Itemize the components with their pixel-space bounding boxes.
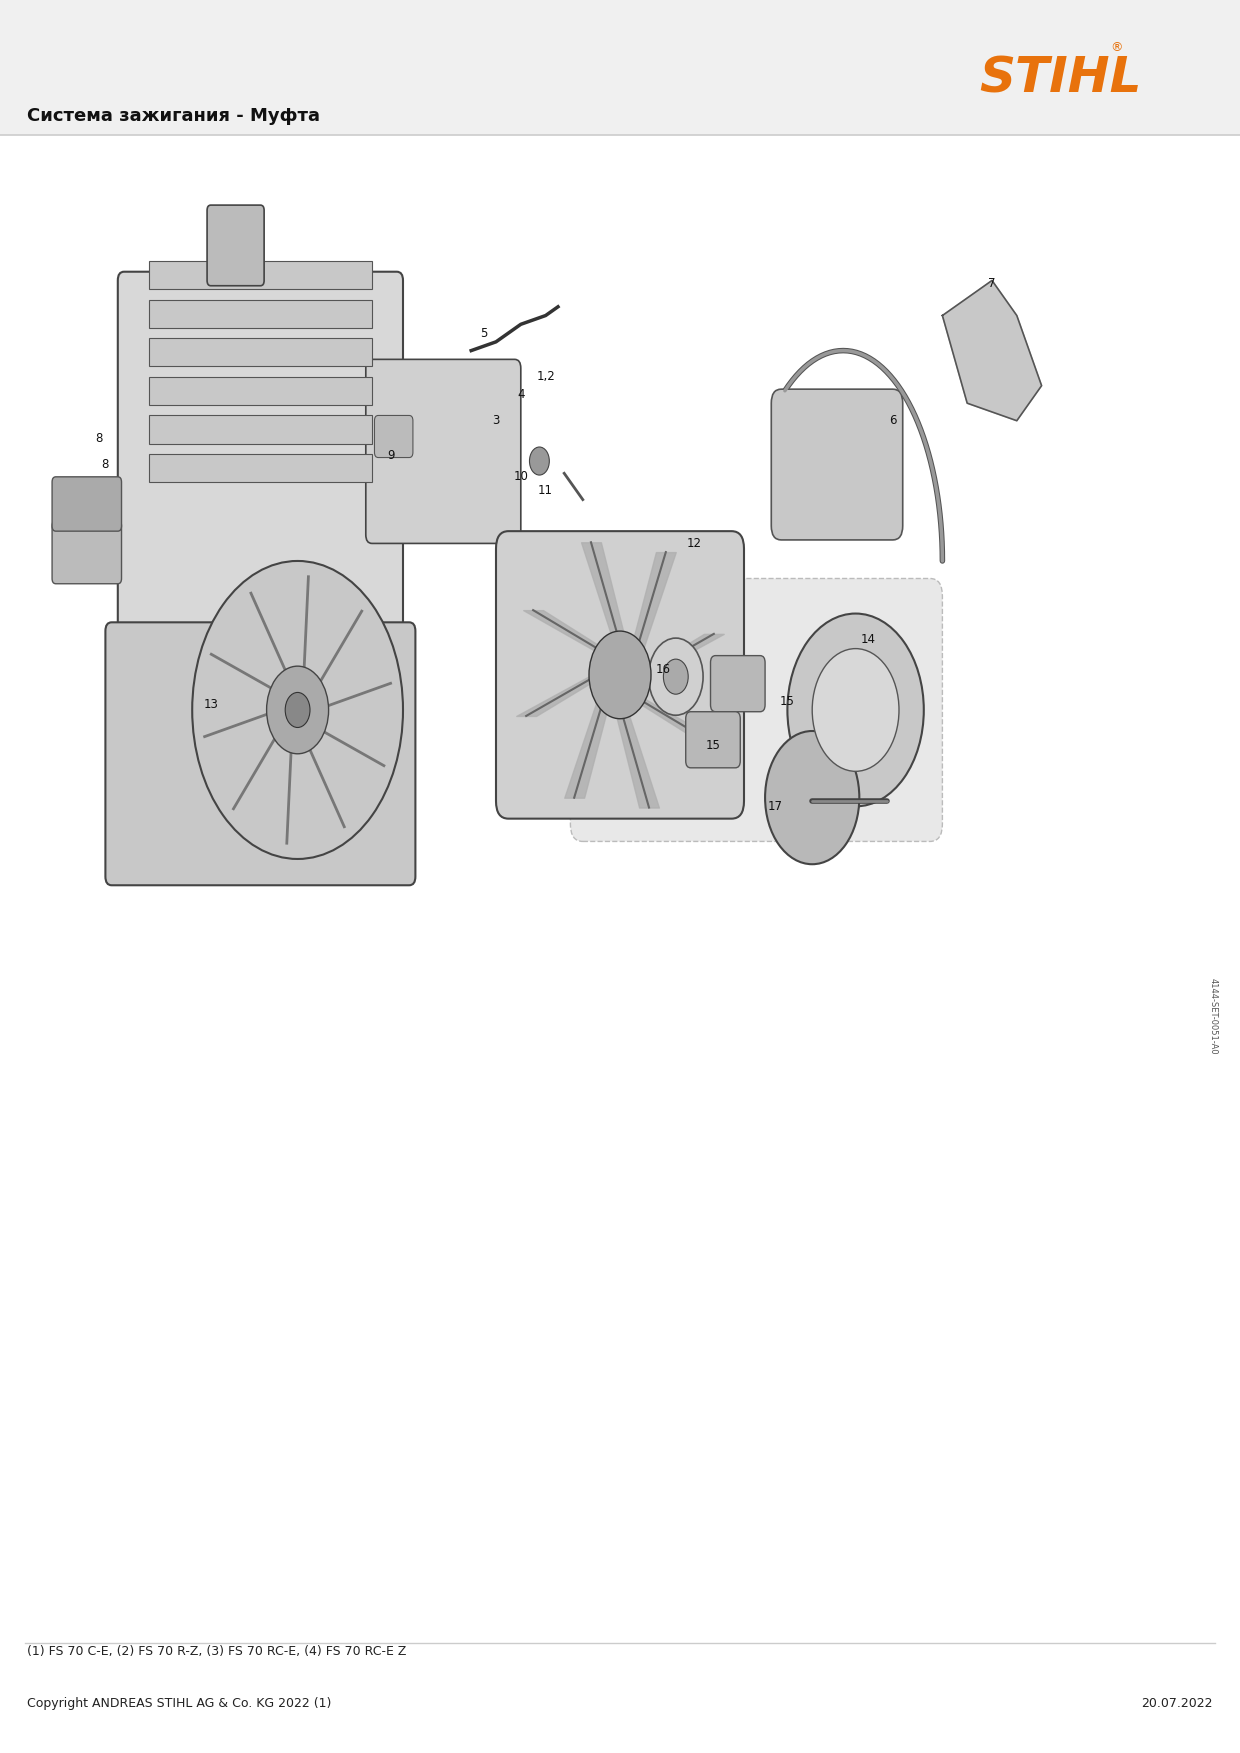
Text: 14: 14 [861,633,875,647]
Text: ®: ® [1110,40,1122,54]
Text: 1,2: 1,2 [536,370,556,384]
Text: Copyright ANDREAS STIHL AG & Co. KG 2022 (1): Copyright ANDREAS STIHL AG & Co. KG 2022… [27,1697,331,1711]
Text: 8: 8 [102,458,109,472]
FancyBboxPatch shape [52,477,122,531]
Text: 9: 9 [387,449,394,463]
Text: Система зажигания - Муфта: Система зажигания - Муфта [27,107,320,124]
Text: 4: 4 [517,387,525,401]
Text: 8: 8 [95,431,103,445]
Text: 15: 15 [780,694,795,708]
FancyBboxPatch shape [366,359,521,543]
Text: 12: 12 [687,536,702,550]
Text: 5: 5 [480,326,487,340]
Circle shape [663,659,688,694]
Circle shape [765,731,859,864]
FancyBboxPatch shape [149,300,372,328]
FancyBboxPatch shape [0,0,1240,135]
FancyBboxPatch shape [570,578,942,841]
FancyBboxPatch shape [105,622,415,885]
Text: 17: 17 [768,799,782,813]
Text: 4144-SET-0051-A0: 4144-SET-0051-A0 [1208,978,1218,1055]
Text: 3: 3 [492,414,500,428]
Circle shape [267,666,329,754]
FancyBboxPatch shape [207,205,264,286]
FancyBboxPatch shape [149,377,372,405]
Circle shape [787,614,924,806]
Text: 6: 6 [889,414,897,428]
Text: (1) FS 70 C-E, (2) FS 70 R-Z, (3) FS 70 RC-E, (4) FS 70 RC-E Z: (1) FS 70 C-E, (2) FS 70 R-Z, (3) FS 70 … [27,1644,407,1658]
Circle shape [285,692,310,727]
FancyBboxPatch shape [711,656,765,712]
FancyBboxPatch shape [149,338,372,366]
FancyBboxPatch shape [374,415,413,458]
Text: 20.07.2022: 20.07.2022 [1141,1697,1213,1711]
Circle shape [812,649,899,771]
FancyBboxPatch shape [149,454,372,482]
FancyBboxPatch shape [149,261,372,289]
Circle shape [589,631,651,719]
Text: 15: 15 [706,738,720,752]
Text: 11: 11 [538,484,553,498]
Text: 10: 10 [513,470,528,484]
FancyBboxPatch shape [52,521,122,584]
Circle shape [192,561,403,859]
Circle shape [649,638,703,715]
FancyBboxPatch shape [686,712,740,768]
Text: 13: 13 [203,698,218,712]
Text: STIHL: STIHL [980,54,1142,103]
FancyBboxPatch shape [149,415,372,444]
FancyBboxPatch shape [771,389,903,540]
Polygon shape [942,280,1042,421]
Circle shape [529,447,549,475]
FancyBboxPatch shape [118,272,403,675]
FancyBboxPatch shape [496,531,744,819]
Text: 16: 16 [656,663,671,677]
Text: 7: 7 [988,277,996,291]
